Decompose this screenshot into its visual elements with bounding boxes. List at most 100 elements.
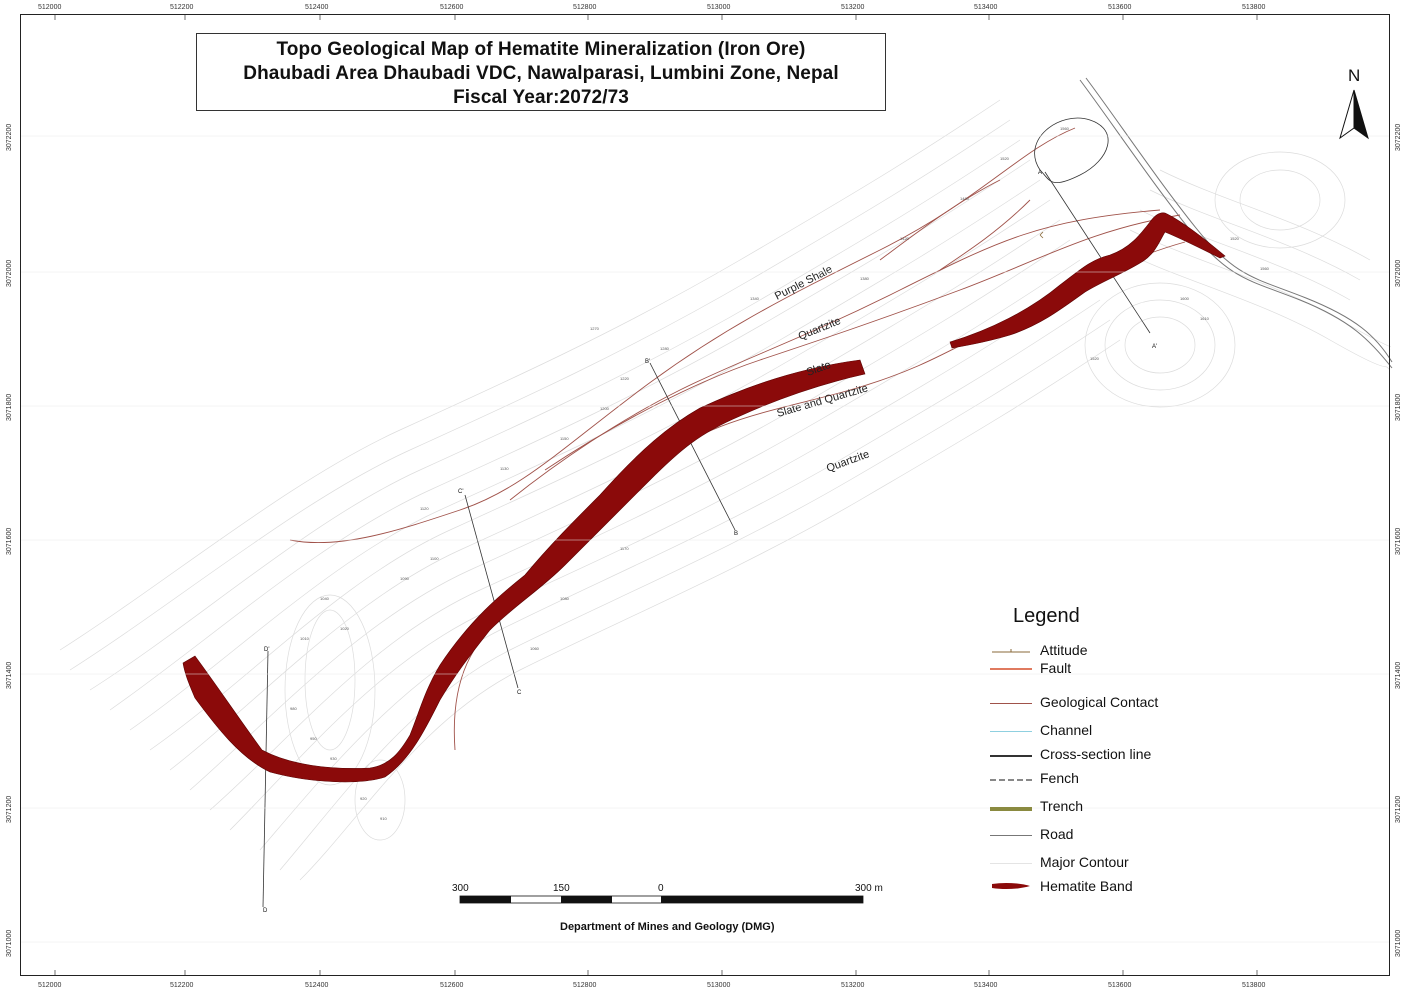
svg-text:910: 910: [380, 816, 387, 821]
scale-label: 150: [553, 883, 570, 894]
svg-text:1130: 1130: [500, 466, 509, 471]
fault-symbol-icon: [990, 668, 1032, 670]
svg-text:1150: 1150: [560, 436, 569, 441]
svg-text:1120: 1120: [420, 506, 429, 511]
hematite-band-symbol-icon: [992, 882, 1030, 890]
svg-text:1380: 1380: [860, 276, 870, 281]
svg-text:1560: 1560: [1260, 266, 1270, 271]
svg-text:1610: 1610: [1200, 316, 1210, 321]
x-tick-bottom: 512000: [38, 982, 62, 989]
scale-label: 300: [452, 883, 469, 894]
map-title-line-1: Topo Geological Map of Hematite Minerali…: [276, 39, 806, 60]
legend-label: Major Contour: [1040, 854, 1129, 870]
legend-item-hematite: Hematite Band: [990, 878, 1230, 902]
legend-item-fault: Fault: [990, 660, 1230, 694]
y-tick-left: 3072000: [6, 259, 13, 287]
y-tick-right: 3071600: [1395, 527, 1402, 555]
attitude-marks: [1039, 231, 1044, 239]
scale-bar: [459, 895, 864, 904]
legend-item-attitude: Attitude: [990, 642, 1230, 666]
svg-text:930: 930: [330, 756, 337, 761]
svg-text:1010: 1010: [300, 636, 310, 641]
y-tick-left: 3071800: [6, 393, 13, 421]
svg-text:1340: 1340: [750, 296, 760, 301]
hematite-band: [182, 212, 1226, 783]
section-point-b: B: [734, 531, 738, 537]
north-arrow-icon: [1339, 89, 1369, 140]
x-tick-top: 512400: [305, 4, 329, 11]
legend-label: Hematite Band: [1040, 878, 1133, 894]
x-tick-top: 513000: [707, 4, 731, 11]
svg-text:1280: 1280: [660, 346, 670, 351]
svg-text:1600: 1600: [1180, 296, 1190, 301]
legend-label: Fault: [1040, 660, 1072, 676]
legend-label: Cross-section line: [1040, 746, 1152, 762]
svg-text:1200: 1200: [600, 406, 610, 411]
svg-text:1420: 1420: [900, 236, 910, 241]
x-tick-top: 513200: [841, 4, 865, 11]
legend-label: Channel: [1040, 722, 1093, 738]
svg-text:920: 920: [360, 796, 367, 801]
section-point-d: D: [263, 908, 268, 914]
x-tick-top: 512200: [170, 4, 194, 11]
x-tick-bottom: 513600: [1108, 982, 1132, 989]
x-tick-bottom: 513000: [707, 982, 731, 989]
x-tick-bottom: 512800: [573, 982, 597, 989]
svg-text:1020: 1020: [340, 626, 350, 631]
y-tick-right: 3071800: [1395, 393, 1402, 421]
map-title-line-3: Fiscal Year:2072/73: [453, 87, 629, 108]
credit-text: Department of Mines and Geology (DMG): [560, 921, 775, 933]
x-tick-top: 512600: [440, 4, 464, 11]
map-title-box: Topo Geological Map of Hematite Minerali…: [196, 33, 886, 111]
section-point-b-prime: B': [645, 359, 650, 365]
svg-text:1090: 1090: [400, 576, 410, 581]
section-point-a-prime: A': [1152, 344, 1157, 350]
y-tick-left: 3072200: [6, 123, 13, 151]
contour-symbol-icon: [990, 863, 1032, 864]
svg-text:1080: 1080: [560, 596, 570, 601]
svg-text:1520: 1520: [1230, 236, 1240, 241]
legend-item-fench: Fench: [990, 770, 1230, 798]
x-tick-top: 513600: [1108, 4, 1132, 11]
svg-text:1560: 1560: [1060, 126, 1070, 131]
x-tick-bottom: 512600: [440, 982, 464, 989]
y-tick-left: 3071000: [6, 929, 13, 957]
legend: Legend Attitude Fault Geological Contact…: [990, 605, 1230, 902]
legend-item-road: Road: [990, 826, 1230, 854]
legend-label: Trench: [1040, 798, 1084, 814]
y-tick-left: 3071400: [6, 661, 13, 689]
y-tick-left: 3071200: [6, 795, 13, 823]
channel-symbol-icon: [990, 731, 1032, 732]
road-lines: [1079, 77, 1393, 369]
x-tick-top: 512000: [38, 4, 62, 11]
section-point-d-prime: D': [264, 647, 269, 653]
legend-label: Road: [1040, 826, 1074, 842]
north-arrow: N: [1336, 66, 1376, 146]
y-tick-right: 3071200: [1395, 795, 1402, 823]
y-tick-left: 3071600: [6, 527, 13, 555]
svg-text:1520: 1520: [1000, 156, 1010, 161]
cross-section-symbol-icon: [990, 755, 1032, 757]
x-tick-bottom: 512400: [305, 982, 329, 989]
map-title-line-2: Dhaubadi Area Dhaubadi VDC, Nawalparasi,…: [243, 63, 839, 84]
legend-label: Geological Contact: [1040, 694, 1159, 710]
trench-symbol-icon: [990, 807, 1032, 811]
attitude-symbol-icon: [992, 649, 1030, 653]
legend-item-major-contour: Major Contour: [990, 854, 1230, 878]
x-tick-top: 513800: [1242, 4, 1266, 11]
cross-section-lines: [262, 117, 1151, 908]
legend-item-cross-section: Cross-section line: [990, 746, 1230, 770]
section-point-a: A: [1038, 170, 1042, 176]
scale-label: 300 m: [855, 883, 883, 894]
legend-item-trench: Trench: [990, 798, 1230, 826]
section-point-c-prime: C': [458, 489, 463, 495]
x-tick-bottom: 512200: [170, 982, 194, 989]
x-tick-bottom: 513400: [974, 982, 998, 989]
y-tick-right: 3072200: [1395, 123, 1402, 151]
x-tick-bottom: 513200: [841, 982, 865, 989]
x-tick-top: 512800: [573, 4, 597, 11]
fench-symbol-icon: [990, 779, 1032, 781]
legend-label: Attitude: [1040, 642, 1088, 658]
road-symbol-icon: [990, 835, 1032, 836]
